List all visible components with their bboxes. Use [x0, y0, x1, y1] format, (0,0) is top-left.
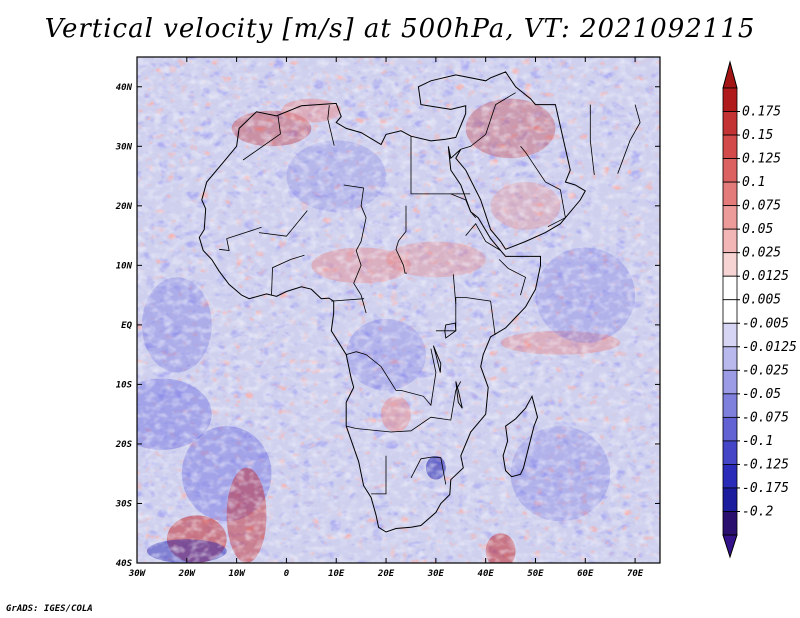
colorbar-swatch: [722, 181, 738, 207]
colorbar-swatch: [722, 252, 738, 277]
colorbar-swatch: [722, 393, 738, 418]
colorbar-swatch: [722, 205, 738, 230]
colorbar-bottom-arrow: [722, 534, 738, 559]
colorbar-swatch: [722, 299, 738, 324]
lakes: [432, 322, 463, 409]
lat-tick-label: 20N: [115, 202, 133, 212]
border-line: [410, 136, 471, 195]
colorbar-label: 0.05: [742, 222, 773, 237]
border-line: [460, 92, 516, 150]
border-line: [343, 184, 367, 314]
lat-tick-label: 30N: [115, 142, 133, 152]
colorbar-swatch: [722, 440, 738, 465]
border-line: [242, 115, 281, 161]
colorbar-swatch: [722, 158, 738, 183]
border-line: [371, 455, 387, 495]
border-line: [450, 193, 477, 218]
lat-tick-label: EQ: [121, 321, 132, 331]
lon-tick-label: 20W: [178, 569, 197, 579]
colorbar-swatch: [722, 464, 738, 489]
lat-tick-label: 30S: [115, 499, 133, 509]
colorbar-label: -0.005: [742, 316, 789, 331]
colorbar-label: 0.075: [742, 199, 781, 214]
colorbar-swatch: [722, 511, 738, 536]
lon-tick-label: 0: [284, 569, 290, 579]
field-white-texture: [137, 57, 660, 563]
colorbar-swatch: [722, 228, 738, 254]
colorbar-swatch: [722, 416, 738, 442]
lat-tick-label: 40S: [116, 559, 133, 569]
colorbar-label: 0.005: [742, 293, 781, 308]
colorbar-swatch: [722, 275, 738, 301]
country-borders: [219, 92, 641, 495]
border-line: [520, 146, 566, 228]
colorbar-label: 0.175: [742, 105, 781, 120]
colorbar-swatch: [722, 487, 738, 512]
colorbar: 0.175 0.15 0.125 0.1 0.075 0.05 0.025 0.0125 0.0…: [722, 60, 797, 559]
latitude-axis: 40N 30N 20N 10N EQ 10S 20S 30S 40S: [115, 83, 660, 569]
longitude-axis: 30W 20W 10W 0 10E 20E 30E 40E 50E 60E 70E: [128, 57, 644, 579]
colorbar-label: -0.075: [742, 410, 789, 425]
border-line: [219, 226, 262, 251]
madagascar-coastline: [502, 394, 539, 478]
lon-tick-label: 50E: [527, 569, 544, 579]
border-line: [498, 259, 526, 296]
colorbar-swatch: [722, 134, 738, 159]
border-line: [258, 210, 308, 237]
border-line: [395, 205, 407, 274]
colorbar-swatch: [722, 87, 738, 112]
colorbar-label: -0.05: [742, 387, 781, 402]
colorbar-label: -0.0125: [742, 340, 797, 355]
border-line: [271, 254, 305, 296]
border-line: [346, 348, 437, 407]
border-line: [435, 297, 496, 336]
plot-frame: [136, 56, 661, 564]
colorbar-label: -0.175: [742, 481, 789, 496]
colorbar-swatch: [722, 346, 738, 371]
lat-tick-label: 40N: [116, 83, 133, 93]
lake: [455, 381, 463, 409]
lat-tick-label: 20S: [115, 440, 133, 450]
chart-title: Vertical velocity [m/s] at 500hPa, VT: 2…: [44, 14, 756, 44]
colorbar-label: 0.0125: [742, 269, 789, 284]
border-line: [465, 223, 501, 251]
colorbar-top-arrow: [722, 60, 738, 89]
colorbar-swatch: [722, 111, 738, 136]
geography: [198, 71, 641, 533]
lon-tick-label: 10E: [328, 569, 345, 579]
lat-tick-label: 10N: [116, 261, 133, 271]
colorbar-label: -0.1: [742, 434, 773, 449]
lon-tick-label: 40E: [478, 569, 495, 579]
lon-tick-label: 10W: [228, 569, 246, 579]
colorbar-label: -0.125: [742, 457, 789, 472]
lon-tick-label: 30E: [427, 569, 445, 579]
lake: [444, 322, 457, 339]
border-line: [410, 456, 447, 485]
lon-tick-label: 30W: [128, 569, 147, 579]
colorbar-label: 0.1: [742, 175, 765, 190]
colorbar-label: 0.025: [742, 246, 781, 261]
border-line: [346, 381, 462, 433]
colorbar-label: 0.125: [742, 152, 781, 167]
colorbar-label: 0.15: [742, 128, 773, 143]
lat-tick-label: 10S: [116, 380, 133, 390]
border-line: [617, 104, 641, 174]
lon-tick-label: 60E: [577, 569, 594, 579]
footer-credit: GrADS: IGES/COLA: [6, 604, 93, 614]
border-line: [331, 298, 365, 302]
velocity-field: [137, 57, 660, 563]
border-line: [452, 274, 457, 305]
colorbar-swatch: [722, 322, 738, 348]
lon-tick-label: 20E: [377, 569, 395, 579]
colorbar-swatch: [722, 369, 738, 395]
colorbar-label: -0.2: [742, 504, 773, 519]
lake: [432, 345, 442, 373]
colorbar-label: -0.025: [742, 363, 789, 378]
border-line: [589, 104, 595, 175]
border-line: [327, 105, 335, 146]
lon-tick-label: 70E: [627, 569, 644, 579]
